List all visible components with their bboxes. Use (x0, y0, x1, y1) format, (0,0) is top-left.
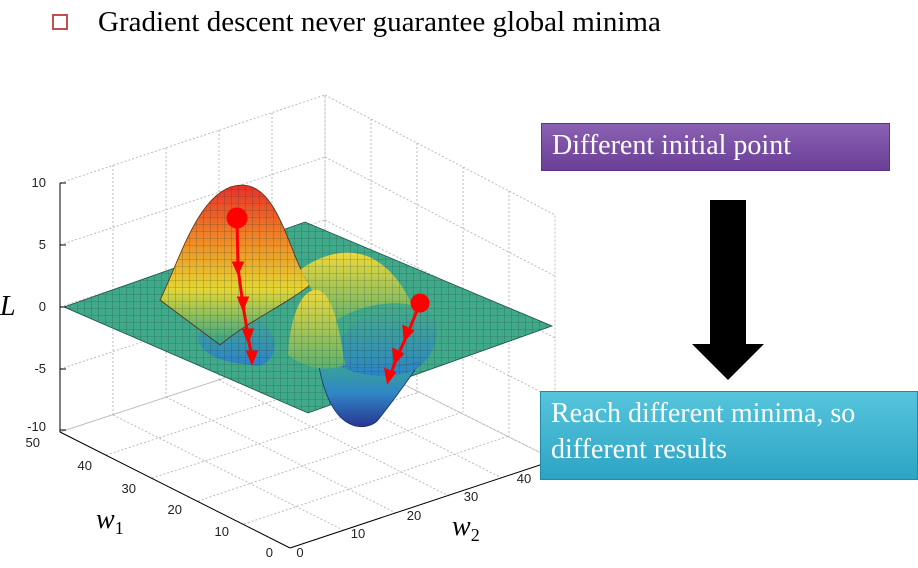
y-axis-ticks: 0 10 20 30 40 (296, 471, 531, 560)
z-tick: -5 (34, 361, 46, 376)
y-tick: 30 (464, 489, 478, 504)
x-tick: 40 (78, 458, 92, 473)
y-tick: 40 (517, 471, 531, 486)
y-tick: 10 (351, 526, 365, 541)
surface-plot: 10 5 0 -5 -10 50 40 30 20 10 0 0 10 20 3… (0, 94, 557, 560)
z-tick: 0 (39, 299, 46, 314)
descent-path-right (384, 293, 430, 385)
down-arrow-icon (692, 200, 764, 380)
start-point-right (410, 293, 430, 313)
x-tick: 20 (168, 502, 182, 517)
z-tick: 10 (32, 175, 46, 190)
descent-path-left (226, 207, 259, 367)
y-tick: 0 (296, 545, 303, 560)
bullet-point: Gradient descent never guarantee global … (52, 2, 661, 42)
z-axis-label: L (0, 291, 16, 322)
x-axis-label: w1 (96, 504, 124, 538)
x-tick: 10 (215, 524, 229, 539)
different-minima-box: Reach different minima, so different res… (540, 391, 918, 480)
initial-point-box: Different initial point (541, 123, 890, 171)
z-axis-ticks: 10 5 0 -5 -10 (27, 175, 66, 434)
y-axis-label: w2 (452, 511, 480, 545)
x-tick: 50 (26, 435, 40, 450)
loss-surface (62, 184, 554, 428)
x-tick: 30 (122, 481, 136, 496)
start-point-left (226, 207, 248, 229)
z-tick: -10 (27, 419, 46, 434)
bullet-square-icon (52, 14, 68, 30)
x-tick: 0 (266, 545, 273, 560)
x-axis-ticks: 50 40 30 20 10 0 (26, 435, 273, 560)
bullet-text: Gradient descent never guarantee global … (98, 5, 661, 38)
y-tick: 20 (407, 508, 421, 523)
z-tick: 5 (39, 237, 46, 252)
